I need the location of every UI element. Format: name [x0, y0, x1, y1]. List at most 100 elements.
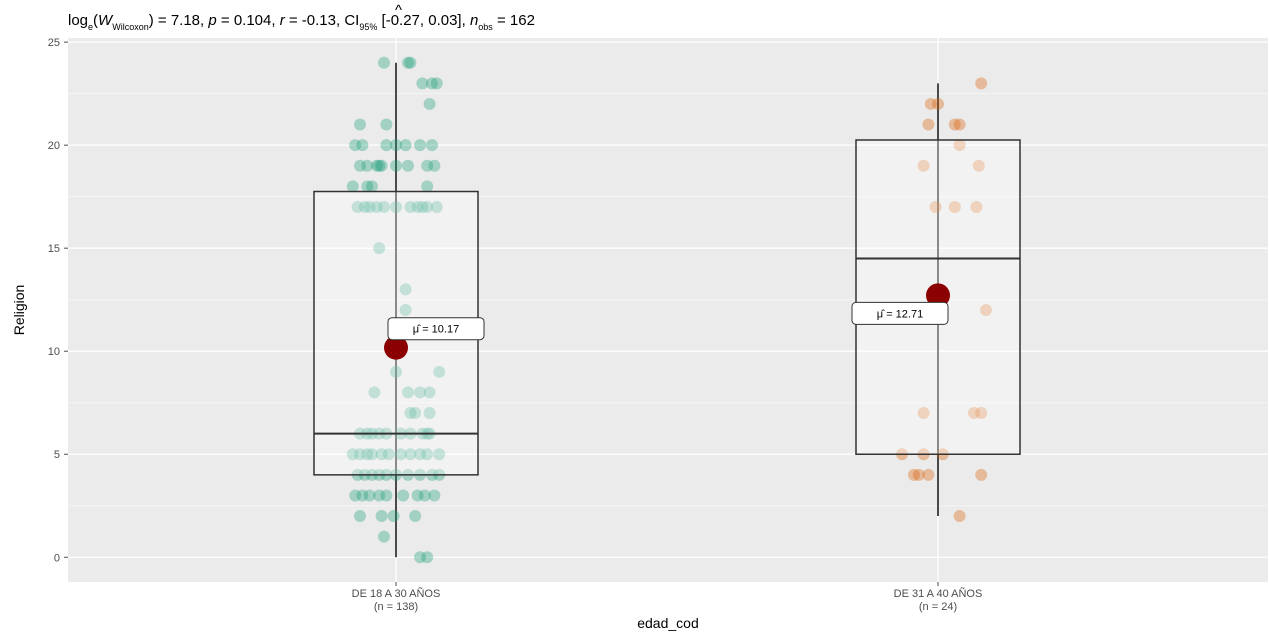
data-point [430, 200, 443, 213]
data-point [363, 200, 376, 213]
groups-layer: μ̂ = 10.17 μ̂ = 12.71 [313, 56, 1021, 564]
data-point [953, 118, 966, 131]
mean-label: μ̂ = 12.71 [877, 308, 923, 320]
data-point [399, 304, 412, 316]
data-point [354, 510, 366, 523]
data-point [390, 365, 402, 378]
data-point [375, 448, 388, 461]
data-point [404, 448, 417, 461]
y-axis-title: Religion [11, 285, 27, 336]
y-tick-label: 20 [48, 140, 60, 152]
data-point [929, 200, 942, 213]
data-point [932, 97, 944, 110]
data-point [975, 468, 988, 481]
data-point [402, 386, 414, 399]
group-2: μ̂ = 12.71 [851, 77, 1021, 523]
data-point [970, 200, 983, 213]
mean-point [384, 335, 408, 360]
data-point [402, 159, 414, 172]
data-point [421, 448, 434, 461]
data-point [433, 365, 446, 378]
data-point [354, 159, 366, 172]
data-point [346, 180, 359, 193]
y-tick-label: 15 [48, 243, 60, 255]
x-axis: DE 18 A 30 AÑOS(n = 138) DE 31 A 40 AÑOS(… [352, 582, 982, 613]
data-point [378, 530, 390, 543]
data-point [375, 159, 388, 172]
data-point [917, 159, 930, 172]
data-point [414, 139, 426, 152]
data-point [423, 407, 436, 420]
data-point [366, 448, 378, 461]
data-point [411, 489, 424, 502]
data-point [968, 407, 980, 420]
mean-label-box [387, 317, 485, 341]
data-point [972, 159, 985, 172]
data-point [358, 200, 371, 213]
data-point [975, 407, 988, 420]
grid-minor [68, 93, 1268, 507]
data-point [426, 139, 438, 152]
data-point [368, 386, 381, 399]
data-point [948, 118, 961, 131]
data-point [416, 77, 429, 90]
data-point [423, 97, 436, 110]
data-point [387, 510, 400, 523]
data-point [356, 139, 369, 152]
data-point [351, 200, 364, 213]
data-point [421, 200, 434, 213]
data-point [416, 200, 429, 213]
data-point [380, 118, 393, 131]
data-point [366, 180, 378, 193]
data-point [414, 386, 426, 399]
data-point [356, 489, 369, 502]
data-point [390, 139, 402, 152]
mean-label-box [851, 301, 949, 325]
y-axis: 0 5 10 15 20 25 [48, 37, 68, 564]
group-1: μ̂ = 10.17 [313, 56, 485, 564]
data-point [908, 468, 920, 481]
data-point [421, 159, 434, 172]
data-point [354, 448, 366, 461]
data-point [975, 77, 988, 90]
data-point [404, 56, 417, 69]
data-point [411, 200, 424, 213]
data-point [394, 448, 407, 461]
data-point [361, 180, 374, 193]
x-tick-label: DE 18 A 30 AÑOS [352, 587, 441, 600]
mean-label: μ̂ = 10.17 [413, 324, 459, 336]
y-tick-label: 5 [54, 449, 60, 461]
x-tick-n-label: (n = 24) [919, 601, 957, 613]
data-point [361, 159, 374, 172]
data-point [373, 242, 386, 255]
data-point [433, 448, 446, 461]
data-point [354, 118, 366, 131]
data-point [418, 489, 431, 502]
y-tick-label: 25 [48, 37, 60, 49]
data-point [426, 77, 438, 90]
data-point [399, 283, 412, 296]
effect-hat-mark: ^ [395, 2, 402, 19]
data-point [380, 139, 393, 152]
data-point [912, 468, 925, 481]
data-point [409, 510, 422, 523]
data-point [414, 448, 426, 461]
chart-title: loge(WWilcoxon) = 7.18, p = 0.104, r = -… [68, 12, 535, 32]
data-point [373, 159, 386, 172]
data-point [346, 448, 359, 461]
data-point [361, 448, 374, 461]
data-point [414, 551, 426, 564]
data-point [370, 200, 383, 213]
data-point [370, 159, 383, 172]
x-tick-n-label: (n = 138) [374, 601, 418, 613]
data-point [402, 56, 414, 69]
data-point [917, 407, 930, 420]
data-point [378, 56, 390, 69]
data-point [390, 200, 402, 213]
data-point [378, 200, 390, 213]
data-point [924, 97, 937, 110]
data-point [421, 551, 434, 564]
data-point [421, 180, 434, 193]
data-point [428, 489, 441, 502]
